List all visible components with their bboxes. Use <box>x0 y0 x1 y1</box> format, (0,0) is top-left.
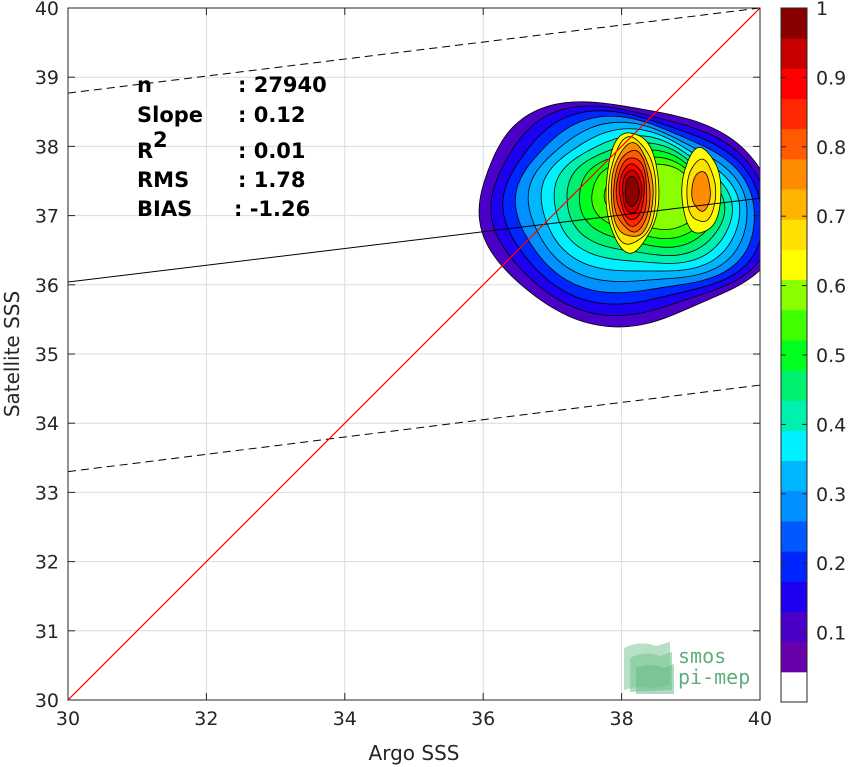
stat-label: R <box>137 139 153 163</box>
colorbar-swatch <box>781 189 807 220</box>
colorbar: 0.1 0.2 0.3 0.4 0.5 0.6 0.7 0.8 0.9 1 <box>780 0 846 703</box>
colorbar-tick-label: 0.1 <box>816 623 846 645</box>
colorbar-swatch <box>781 8 807 39</box>
colorbar-tick-label: 0.8 <box>816 137 846 159</box>
stat-label: n <box>137 73 152 97</box>
x-tick-label: 38 <box>610 708 634 730</box>
y-tick-label: 36 <box>35 275 59 297</box>
identity-line <box>68 8 760 700</box>
stat-label: Slope <box>137 103 203 127</box>
colorbar-tick-label: 0.7 <box>816 206 846 228</box>
y-tick-label: 38 <box>35 136 59 158</box>
colorbar-swatch <box>781 309 807 341</box>
colorbar-swatch <box>781 641 807 673</box>
x-tick-label: 40 <box>748 708 772 730</box>
colorbar-swatch <box>781 128 807 160</box>
colorbar-swatch <box>781 370 807 401</box>
colorbar-swatch <box>781 279 807 311</box>
y-tick-label: 34 <box>35 413 59 435</box>
regression-line <box>68 197 760 283</box>
stat-value: : 1.78 <box>238 168 306 192</box>
stat-label: BIAS <box>137 197 192 221</box>
stat-value: : 0.12 <box>238 103 306 127</box>
stat-label: RMS <box>137 168 189 192</box>
stat-value: : 0.01 <box>238 139 306 163</box>
colorbar-tick-label: 0.6 <box>816 276 846 298</box>
colorbar-tick-label: 0.3 <box>816 484 846 506</box>
reference-lines <box>68 8 760 700</box>
colorbar-swatch <box>781 460 807 492</box>
colorbar-swatch <box>781 400 807 431</box>
y-tick-label: 39 <box>35 67 59 89</box>
x-tick-label: 30 <box>56 708 80 730</box>
colorbar-swatch <box>781 430 807 462</box>
colorbar-swatch <box>781 68 807 100</box>
peak-contour <box>691 171 711 212</box>
colorbar-tick-label: 0.5 <box>816 345 846 367</box>
y-tick-label: 40 <box>35 0 59 20</box>
stat-label-superscript: 2 <box>153 128 168 152</box>
colorbar-tick-label: 0.9 <box>816 67 846 89</box>
statistics-box: n : 27940 Slope : 0.12 R 2 : 0.01 RMS : 1.78 BIAS… <box>137 73 327 221</box>
colorbar-swatch <box>781 249 807 281</box>
peak-contour <box>624 176 640 207</box>
logo: smos pi-mep <box>624 642 750 694</box>
colorbar-swatch <box>781 98 807 130</box>
y-tick-label: 31 <box>35 621 59 643</box>
x-tick-label: 32 <box>194 708 218 730</box>
colorbar-swatch <box>781 551 807 582</box>
y-axis-label: Satellite SSS <box>0 291 24 417</box>
colorbar-swatch <box>781 581 807 612</box>
logo-waves-icon <box>624 642 674 694</box>
stat-value: : 27940 <box>238 73 327 97</box>
colorbar-swatch <box>781 490 807 522</box>
stat-value: : -1.26 <box>234 197 310 221</box>
logo-line2: pi-mep <box>678 665 750 689</box>
colorbar-swatch <box>781 520 807 552</box>
y-tick-label: 35 <box>35 344 59 366</box>
colorbar-swatch <box>781 38 807 69</box>
colorbar-swatch <box>781 158 807 190</box>
y-tick-label: 30 <box>35 690 59 712</box>
colorbar-swatch <box>781 219 807 250</box>
colorbar-tick-label: 0.4 <box>816 414 846 436</box>
axis-ticks: 30 32 34 36 38 40 30 31 32 33 34 35 36 37 38 39 40 <box>35 0 772 730</box>
colorbar-swatch <box>781 611 807 643</box>
x-axis-label: Argo SSS <box>369 741 460 765</box>
colorbar-tick-label: 0.2 <box>816 553 846 575</box>
logo-line1: smos <box>678 644 726 668</box>
y-tick-label: 37 <box>35 206 59 228</box>
y-tick-label: 33 <box>35 482 59 504</box>
x-tick-label: 34 <box>333 708 357 730</box>
colorbar-tick-label: 1 <box>816 0 828 20</box>
colorbar-swatch <box>781 671 807 703</box>
x-tick-label: 36 <box>471 708 495 730</box>
y-tick-label: 32 <box>35 552 59 574</box>
grid <box>67 7 761 701</box>
